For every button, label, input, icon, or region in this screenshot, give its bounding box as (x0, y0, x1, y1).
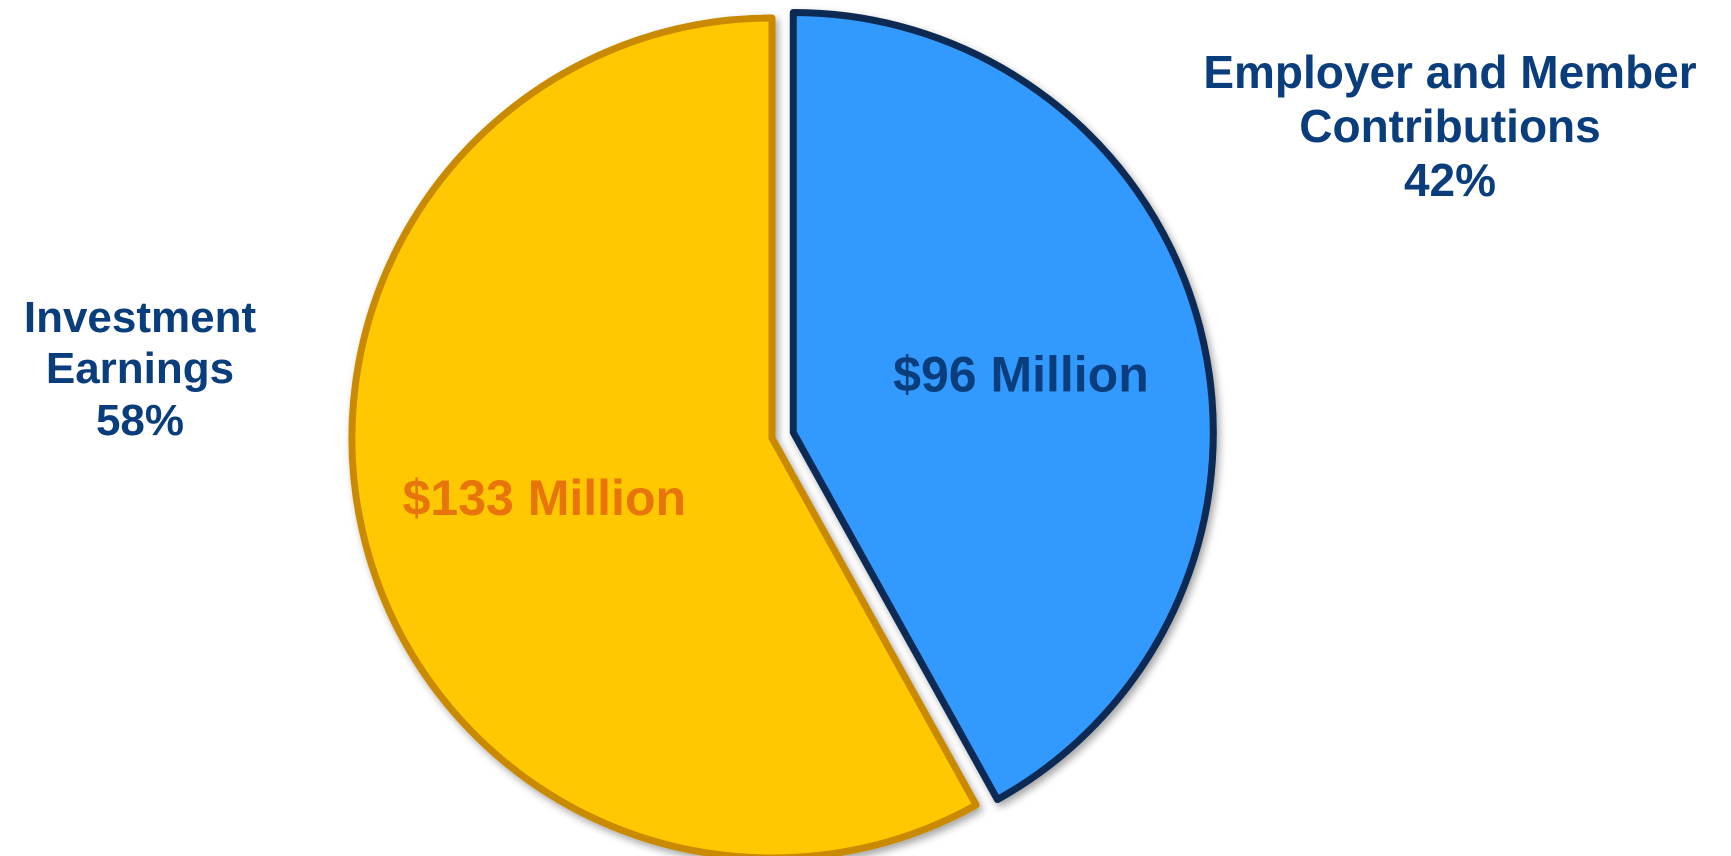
investment-category-label: Investment Earnings 58% (0, 292, 280, 446)
slice-value-label-0: $96 Million (893, 346, 1149, 402)
investment-label-line-1: Investment (23, 293, 257, 342)
pie-slice-1 (348, 14, 980, 856)
slice-value-label-1: $133 Million (403, 470, 686, 526)
contributions-percent: 42% (1403, 153, 1497, 206)
investment-percent: 58% (95, 395, 185, 445)
pie-slice-0 (789, 8, 1217, 804)
contributions-label-line-2: Contributions (1299, 99, 1601, 152)
investment-label-line-2: Earnings (45, 344, 235, 394)
contributions-label-line-1: Employer and Member (1203, 46, 1697, 98)
contributions-category-label: Employer and Member Contributions 42% (1170, 46, 1730, 207)
